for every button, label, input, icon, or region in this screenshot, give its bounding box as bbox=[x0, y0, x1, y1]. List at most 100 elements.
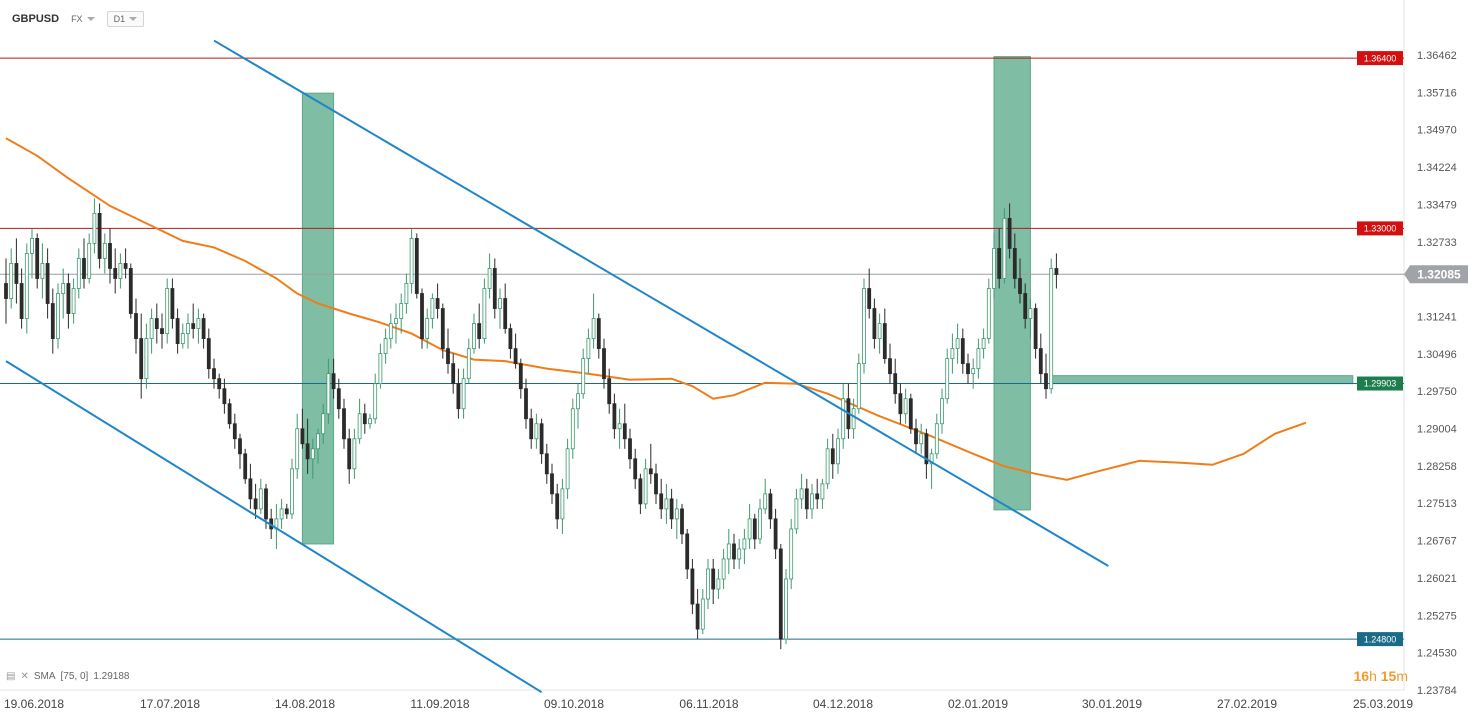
level-tag-label: 1.33000 bbox=[1364, 224, 1397, 234]
candle-body bbox=[851, 408, 856, 430]
candle-body bbox=[300, 428, 305, 445]
close-icon[interactable]: ✕ bbox=[20, 671, 29, 682]
candle-body bbox=[186, 323, 190, 334]
candle-body bbox=[622, 423, 627, 440]
candle-body bbox=[487, 268, 492, 289]
candle-body bbox=[529, 418, 534, 440]
candle-body bbox=[950, 348, 955, 360]
candle-body bbox=[482, 288, 487, 339]
candle-body bbox=[61, 283, 66, 294]
indicator-value: 1.29188 bbox=[93, 671, 130, 682]
price-tick-label: 1.23784 bbox=[1417, 685, 1457, 697]
candle-body bbox=[804, 488, 809, 510]
candle-body bbox=[768, 493, 773, 520]
candle-body bbox=[966, 363, 970, 375]
candle-body bbox=[217, 378, 222, 390]
candle-body bbox=[290, 468, 294, 515]
candle-body bbox=[888, 358, 892, 375]
time-tick-label: 19.06.2018 bbox=[4, 697, 64, 711]
candle-body bbox=[763, 493, 768, 510]
current-price-tag bbox=[1404, 265, 1468, 284]
time-tick-label: 25.03.2019 bbox=[1353, 697, 1413, 711]
price-tick-label: 1.33479 bbox=[1417, 199, 1457, 211]
trendline[interactable] bbox=[213, 39, 1109, 567]
candle-body bbox=[690, 568, 695, 605]
candle-body bbox=[206, 338, 211, 370]
candle-body bbox=[669, 498, 674, 520]
candle-body bbox=[388, 323, 393, 339]
candle-body bbox=[170, 288, 175, 319]
level-tag bbox=[1357, 51, 1403, 66]
candle-body bbox=[732, 543, 736, 560]
candle-body bbox=[435, 298, 440, 309]
candles bbox=[4, 198, 1059, 650]
candle-body bbox=[310, 448, 315, 460]
level-tag bbox=[1357, 632, 1403, 647]
candle-body bbox=[648, 468, 653, 475]
candle-body bbox=[565, 448, 570, 490]
market-selector[interactable]: FX bbox=[67, 12, 99, 26]
candle-body bbox=[154, 318, 159, 329]
price-tick-label: 1.36462 bbox=[1417, 50, 1457, 62]
candle-body bbox=[352, 438, 357, 470]
candle-body bbox=[799, 488, 804, 500]
projection-box bbox=[993, 56, 1031, 511]
candle-body bbox=[149, 318, 154, 339]
candle-body bbox=[440, 308, 445, 350]
price-tick-label: 1.35716 bbox=[1417, 87, 1457, 99]
settings-icon[interactable]: ▤ bbox=[6, 671, 16, 682]
candle-body bbox=[986, 288, 991, 339]
candle-body bbox=[643, 468, 648, 505]
candle-body bbox=[118, 263, 123, 279]
candle-body bbox=[66, 283, 71, 314]
candle-body bbox=[706, 568, 710, 600]
countdown-hours: 16 bbox=[1353, 668, 1370, 684]
price-axis[interactable]: 1.36462 1.35716 1.34970 1.34224 1.33479 1.327… bbox=[1417, 50, 1457, 697]
trendlines[interactable] bbox=[5, 39, 1109, 694]
candle-body bbox=[279, 508, 284, 520]
trendline[interactable] bbox=[5, 360, 543, 694]
candle-body bbox=[934, 423, 939, 455]
symbol-label[interactable]: GBPUSD bbox=[12, 13, 60, 25]
level-tag bbox=[1357, 376, 1403, 391]
candle-body bbox=[576, 393, 580, 410]
countdown-minutes-unit: m bbox=[1396, 668, 1408, 684]
time-tick-label: 27.02.2019 bbox=[1217, 697, 1277, 711]
candle-body bbox=[1028, 308, 1033, 319]
chevron-down-icon bbox=[129, 17, 138, 21]
candle-body bbox=[1054, 268, 1059, 275]
candle-body bbox=[102, 243, 107, 259]
timeframe-selector[interactable]: D1 bbox=[106, 11, 145, 27]
candle-body bbox=[227, 403, 232, 425]
candle-body bbox=[882, 323, 887, 360]
candle-body bbox=[773, 518, 778, 550]
horizontal-levels[interactable] bbox=[0, 57, 1404, 640]
candle-body bbox=[820, 483, 825, 500]
candle-body bbox=[992, 248, 996, 289]
candle-body bbox=[924, 433, 929, 465]
price-tick-label: 1.32733 bbox=[1417, 237, 1457, 249]
level-tag-label: 1.24800 bbox=[1364, 634, 1397, 644]
candle-body bbox=[856, 363, 861, 410]
time-axis[interactable]: 19.06.2018 17.07.2018 14.08.2018 11.09.2018… bbox=[4, 697, 1413, 711]
candle-body bbox=[674, 508, 679, 520]
candle-body bbox=[253, 498, 258, 510]
candle-body bbox=[971, 368, 976, 375]
candle-body bbox=[456, 383, 461, 410]
candle-body bbox=[752, 518, 757, 540]
candle-body bbox=[539, 423, 544, 455]
candle-body bbox=[461, 378, 466, 410]
time-tick-label: 09.10.2018 bbox=[544, 697, 604, 711]
candle-body bbox=[872, 308, 877, 339]
candle-body bbox=[40, 263, 45, 279]
candle-body bbox=[1038, 348, 1043, 375]
level-tag-label: 1.36400 bbox=[1364, 53, 1397, 63]
candle-body bbox=[368, 418, 372, 425]
candle-body bbox=[316, 433, 320, 450]
candle-body bbox=[336, 388, 341, 410]
candle-body bbox=[305, 443, 310, 460]
candle-body bbox=[602, 348, 606, 380]
candle-body bbox=[414, 238, 419, 294]
candle-body bbox=[196, 318, 201, 329]
